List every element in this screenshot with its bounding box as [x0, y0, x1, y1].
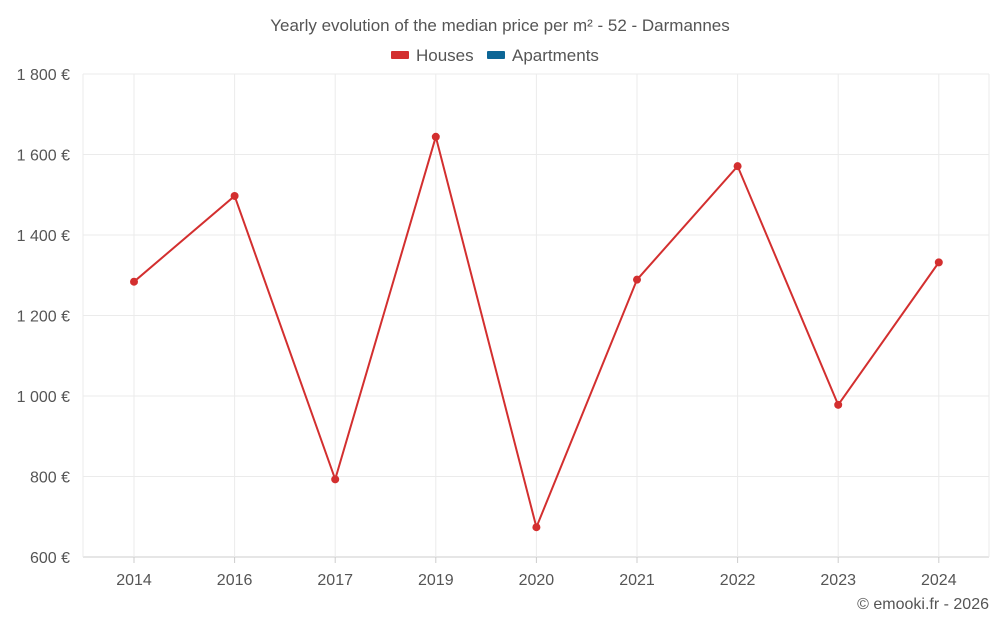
data-point-houses[interactable] [633, 275, 641, 284]
data-point-houses[interactable] [130, 277, 138, 286]
data-point-houses[interactable] [331, 475, 340, 484]
legend-item-houses[interactable]: Houses [391, 46, 474, 65]
grid [82, 73, 990, 558]
chart-title: Yearly evolution of the median price per… [270, 16, 730, 35]
data-point-houses[interactable] [230, 191, 239, 200]
y-tick-label: 1 000 € [17, 389, 70, 406]
y-tick-label: 600 € [30, 550, 70, 567]
x-tick-label: 2017 [317, 572, 353, 589]
y-tick-label: 1 800 € [17, 67, 70, 84]
legend-label-apartments: Apartments [512, 46, 599, 65]
y-axis: 600 € 800 € 1 000 € 1 200 € 1 400 € 1 600 € 1 … [17, 67, 70, 567]
legend: Houses Apartments [391, 46, 599, 65]
series [130, 132, 943, 532]
y-tick-label: 800 € [30, 470, 70, 487]
data-point-houses[interactable] [834, 400, 843, 409]
x-tick-label: 2019 [418, 572, 454, 589]
credit-text: © emooki.fr - 2026 [857, 596, 989, 613]
x-tick-label: 2014 [116, 572, 152, 589]
y-tick-label: 1 400 € [17, 228, 70, 245]
legend-label-houses: Houses [416, 46, 474, 65]
y-tick-label: 1 600 € [17, 148, 70, 165]
legend-swatch-houses [391, 51, 409, 59]
x-tick-label: 2023 [820, 572, 856, 589]
x-tick-label: 2022 [720, 572, 756, 589]
legend-swatch-apartments [487, 51, 505, 59]
legend-item-apartments[interactable]: Apartments [487, 46, 599, 65]
x-axis: 2014 2016 2017 2019 2020 2021 2022 2023 2024 [116, 557, 957, 589]
x-tick-label: 2016 [217, 572, 253, 589]
data-point-houses[interactable] [532, 523, 541, 532]
x-tick-label: 2024 [921, 572, 957, 589]
y-tick-label: 1 200 € [17, 309, 70, 326]
data-point-houses[interactable] [934, 258, 943, 267]
data-point-houses[interactable] [733, 162, 742, 171]
x-tick-label: 2021 [619, 572, 655, 589]
data-point-houses[interactable] [431, 132, 440, 141]
x-tick-label: 2020 [519, 572, 555, 589]
